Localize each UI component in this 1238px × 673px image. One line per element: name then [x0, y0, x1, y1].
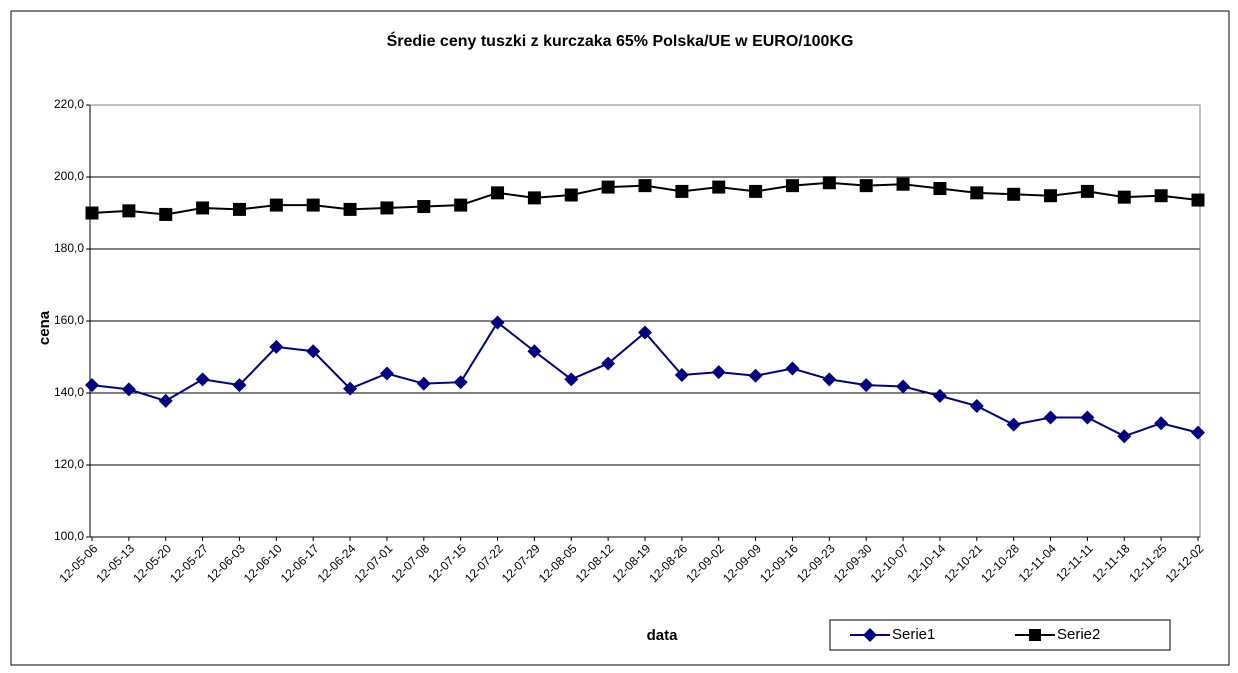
marker	[748, 368, 763, 383]
marker	[896, 379, 911, 394]
marker	[196, 201, 210, 215]
marker	[158, 393, 173, 408]
chart-title: Średie ceny tuszki z kurczaka 65% Polska…	[387, 31, 854, 50]
marker	[933, 182, 947, 196]
marker	[417, 200, 431, 214]
marker	[121, 382, 136, 397]
marker	[527, 344, 542, 359]
marker	[785, 361, 800, 376]
marker	[1154, 416, 1169, 431]
marker	[232, 202, 246, 216]
marker	[564, 188, 578, 202]
marker	[269, 198, 283, 212]
marker	[490, 315, 505, 330]
marker	[1080, 184, 1094, 198]
marker	[380, 201, 394, 215]
x-axis-label: data	[647, 627, 679, 644]
marker	[1006, 417, 1021, 432]
marker	[859, 378, 874, 393]
marker	[712, 180, 726, 194]
marker	[638, 325, 652, 340]
marker	[122, 204, 136, 218]
marker	[675, 184, 689, 198]
y-tick-label: 140,0	[54, 385, 84, 399]
marker	[1154, 189, 1168, 203]
marker	[932, 388, 947, 403]
marker	[822, 372, 837, 387]
marker	[527, 191, 541, 205]
y-axis-label: cena	[36, 310, 53, 345]
marker	[1191, 425, 1205, 440]
y-tick-label: 220,0	[54, 97, 84, 111]
y-tick-label: 200,0	[54, 169, 84, 183]
legend-marker	[1029, 629, 1041, 641]
marker	[1117, 190, 1131, 204]
marker	[306, 198, 320, 212]
marker	[269, 339, 284, 354]
marker	[822, 176, 836, 190]
marker	[306, 344, 321, 359]
legend-label: Serie1	[892, 626, 935, 643]
marker	[416, 376, 431, 391]
marker	[159, 207, 173, 221]
marker	[491, 186, 505, 200]
marker	[453, 375, 468, 390]
marker	[232, 378, 247, 393]
y-tick-label: 160,0	[54, 313, 84, 327]
legend-label: Serie2	[1057, 626, 1100, 643]
marker	[601, 356, 616, 371]
marker	[1117, 429, 1132, 444]
marker	[85, 206, 99, 220]
marker	[785, 179, 799, 193]
marker	[674, 368, 689, 382]
marker	[1044, 189, 1058, 203]
chart-frame	[10, 10, 1230, 666]
y-tick-label: 100,0	[54, 529, 84, 543]
marker	[601, 180, 615, 194]
marker	[859, 179, 873, 193]
marker	[454, 198, 468, 212]
marker	[1043, 410, 1058, 425]
y-tick-label: 120,0	[54, 457, 84, 471]
marker	[379, 366, 394, 381]
marker	[711, 365, 726, 380]
marker	[749, 184, 763, 198]
marker	[564, 372, 579, 387]
marker	[343, 202, 357, 216]
legend-marker	[863, 628, 877, 642]
marker	[1007, 187, 1021, 201]
marker	[1080, 410, 1095, 425]
marker	[896, 177, 910, 191]
marker	[195, 372, 210, 387]
marker	[343, 381, 358, 396]
marker	[969, 398, 984, 413]
marker	[970, 186, 984, 200]
marker	[638, 179, 652, 193]
y-tick-label: 180,0	[54, 241, 84, 255]
marker	[85, 378, 99, 393]
marker	[1191, 193, 1205, 207]
